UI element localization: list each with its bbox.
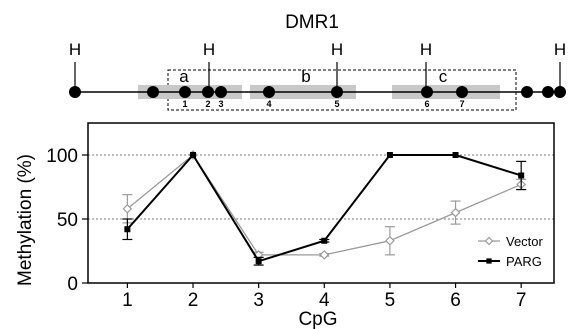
x-axis-title: CpG bbox=[298, 309, 337, 329]
h-site-label: H bbox=[203, 40, 215, 59]
x-tick-label-7: 7 bbox=[516, 290, 527, 311]
point-vector-5 bbox=[385, 235, 395, 246]
cpg-number-5: 5 bbox=[334, 99, 339, 109]
legend-label-parg: PARG bbox=[506, 254, 542, 269]
h-site-label: H bbox=[554, 40, 566, 59]
point-parg-7 bbox=[518, 172, 525, 179]
methylation-chart: 0 50 100 1 2 3 4 5 6 7 CpG Methylation (%) Vecto… bbox=[15, 122, 555, 329]
x-tick-label-3: 3 bbox=[253, 290, 264, 311]
x-tick-label-5: 5 bbox=[385, 290, 396, 311]
point-vector-4 bbox=[319, 249, 330, 260]
cpg-dot bbox=[147, 86, 159, 98]
y-axis-title: Methylation (%) bbox=[15, 154, 36, 286]
cpg-number-6: 6 bbox=[424, 99, 429, 109]
point-parg-4 bbox=[321, 237, 328, 244]
legend-label-vector: Vector bbox=[506, 234, 544, 249]
cpg-dot-7 bbox=[456, 86, 468, 98]
region-c-label: c bbox=[439, 67, 448, 86]
point-parg-5 bbox=[386, 152, 393, 158]
point-vector-6 bbox=[450, 207, 461, 218]
x-tick-label-1: 1 bbox=[122, 290, 133, 311]
point-parg-6 bbox=[452, 152, 459, 158]
y-tick-label-0: 0 bbox=[67, 274, 78, 295]
cpg-dot bbox=[554, 86, 566, 98]
point-parg-1 bbox=[124, 226, 131, 233]
series-parg bbox=[122, 152, 527, 266]
region-b-label: b bbox=[301, 67, 310, 86]
x-axis: 1 2 3 4 5 6 7 bbox=[122, 283, 526, 311]
h-site-label: H bbox=[69, 40, 81, 59]
legend-marker-parg bbox=[486, 258, 492, 264]
point-vector-1 bbox=[122, 203, 133, 214]
cpg-number-3: 3 bbox=[218, 99, 223, 109]
x-tick-label-6: 6 bbox=[450, 290, 461, 311]
x-tick-label-4: 4 bbox=[319, 290, 330, 311]
cpg-dot-3 bbox=[215, 86, 227, 98]
y-axis: 0 50 100 bbox=[46, 146, 88, 295]
cpg-dot-5 bbox=[331, 86, 343, 98]
map-title: DMR1 bbox=[285, 12, 339, 33]
x-tick-label-2: 2 bbox=[188, 290, 199, 311]
legend: Vector PARG bbox=[478, 234, 544, 269]
point-parg-2 bbox=[190, 152, 197, 158]
cpg-dot-6 bbox=[421, 86, 433, 98]
plot-frame bbox=[87, 122, 555, 284]
y-tick-label-50: 50 bbox=[57, 210, 78, 231]
cpg-dot bbox=[542, 86, 554, 98]
h-site-label: H bbox=[420, 40, 432, 59]
series-layer bbox=[122, 150, 527, 266]
h-site-label: H bbox=[331, 40, 343, 59]
cpg-dot bbox=[521, 86, 533, 98]
legend-marker-vector bbox=[484, 236, 494, 246]
cpg-dot-4 bbox=[263, 86, 275, 98]
cpg-dot-2 bbox=[202, 86, 214, 98]
region-a-label: a bbox=[179, 67, 189, 86]
cpg-dot-1 bbox=[179, 86, 191, 98]
cpg-number-2: 2 bbox=[205, 99, 210, 109]
series-line-parg bbox=[126, 153, 522, 263]
grid bbox=[88, 154, 554, 220]
cpg-dot bbox=[69, 86, 81, 98]
cpg-number-1: 1 bbox=[182, 99, 187, 109]
cpg-number-7: 7 bbox=[459, 99, 464, 109]
cpg-number-4: 4 bbox=[266, 99, 271, 109]
y-tick-label-100: 100 bbox=[46, 146, 78, 167]
dmr1-map: DMR1 H H H H H a b c 1 2 3 4 5 bbox=[69, 12, 566, 111]
point-parg-3 bbox=[255, 258, 262, 265]
